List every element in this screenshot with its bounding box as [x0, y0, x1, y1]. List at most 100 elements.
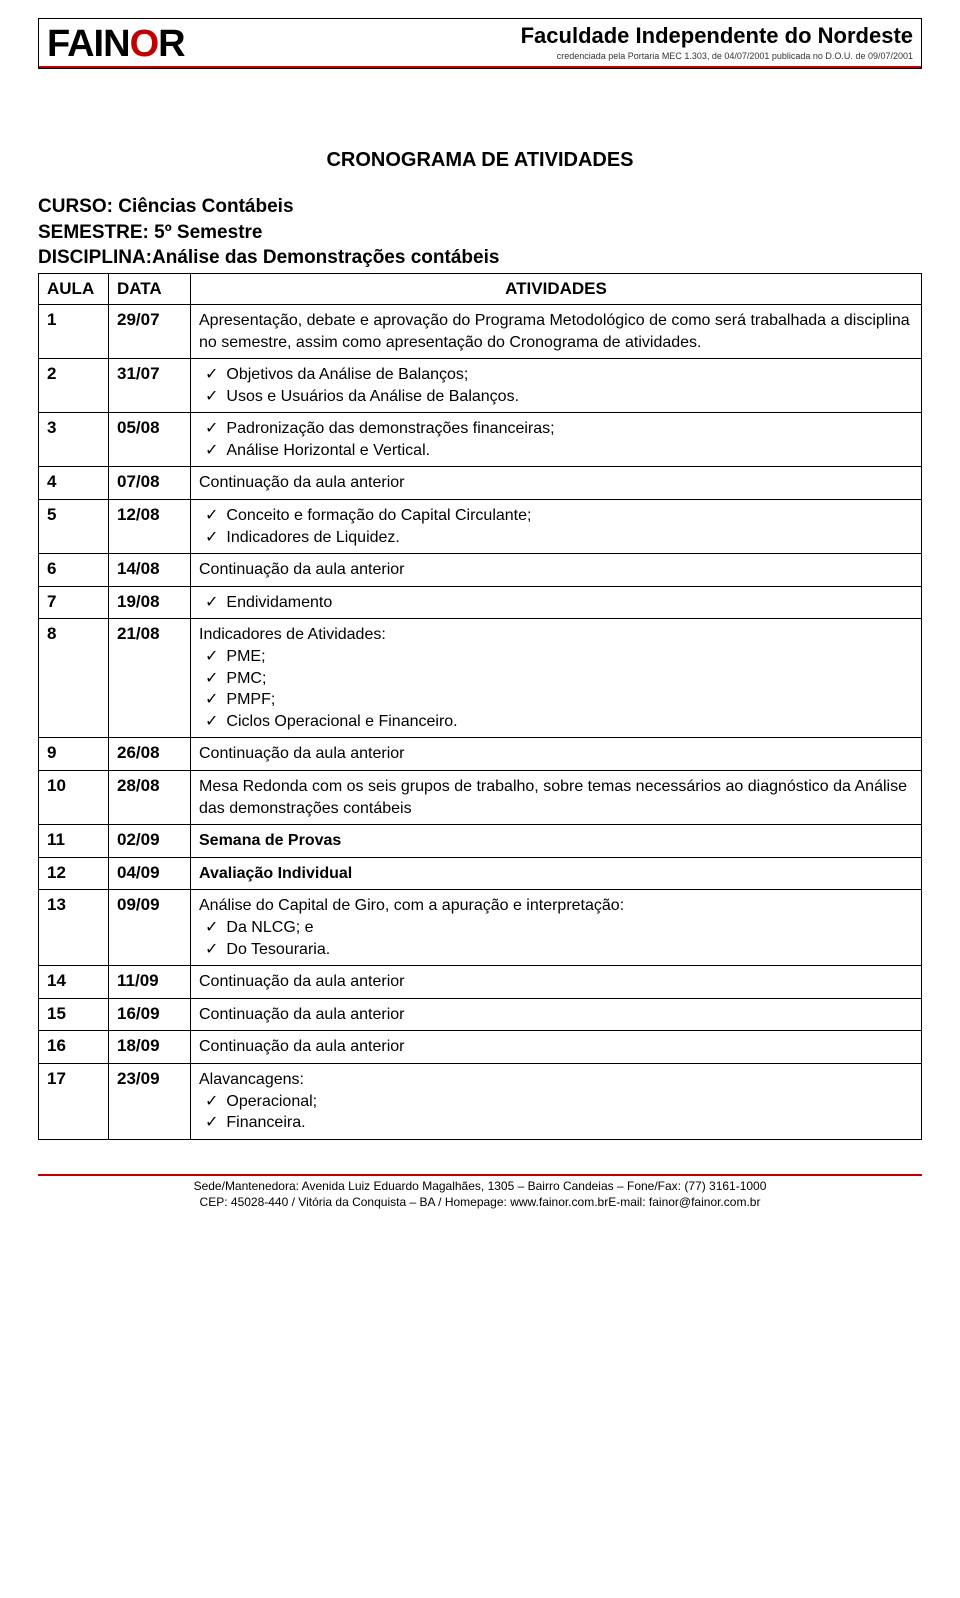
check-list: Operacional;Financeira. — [199, 1091, 913, 1134]
check-item: PMPF; — [227, 689, 913, 711]
cell-aula: 7 — [39, 586, 109, 619]
check-item: Padronização das demonstrações financeir… — [227, 418, 913, 440]
atividade-intro: Alavancagens: — [199, 1069, 913, 1091]
table-row: 231/07Objetivos da Análise de Balanços;U… — [39, 359, 922, 413]
th-atividades: ATIVIDADES — [191, 273, 922, 304]
cell-aula: 6 — [39, 554, 109, 587]
th-data: DATA — [109, 273, 191, 304]
cell-aula: 4 — [39, 467, 109, 500]
cell-data: 11/09 — [109, 966, 191, 999]
logo-text-o: O — [130, 23, 159, 65]
semestre-label: SEMESTRE: — [38, 222, 149, 243]
check-item: Da NLCG; e — [227, 917, 913, 939]
logo-cell: FAINOR — [39, 19, 239, 65]
curso-value: Ciências Contábeis — [118, 196, 293, 217]
document-title: CRONOGRAMA DE ATIVIDADES — [38, 149, 922, 172]
table-row: 614/08Continuação da aula anterior — [39, 554, 922, 587]
cell-data: 28/08 — [109, 771, 191, 825]
cell-aula: 1 — [39, 304, 109, 358]
check-item: Endividamento — [227, 592, 913, 614]
cell-atividades: Alavancagens:Operacional;Financeira. — [191, 1063, 922, 1139]
institution-subtitle: credenciada pela Portaria MEC 1.303, de … — [239, 51, 913, 61]
footer-text: Sede/Mantenedora: Avenida Luiz Eduardo M… — [38, 1178, 922, 1210]
semestre-value: 5º Semestre — [154, 222, 262, 243]
cell-aula: 5 — [39, 500, 109, 554]
cell-atividades: Continuação da aula anterior — [191, 738, 922, 771]
logo-text-r: R — [158, 23, 184, 65]
table-row: 1204/09 Avaliação Individual — [39, 857, 922, 890]
cell-data: 31/07 — [109, 359, 191, 413]
table-header-row: AULA DATA ATIVIDADES — [39, 273, 922, 304]
cell-atividades: Mesa Redonda com os seis grupos de traba… — [191, 771, 922, 825]
table-row: 1309/09Análise do Capital de Giro, com a… — [39, 890, 922, 966]
footer-line2: CEP: 45028-440 / Vitória da Conquista – … — [38, 1194, 922, 1210]
cell-aula: 2 — [39, 359, 109, 413]
cell-data: 18/09 — [109, 1031, 191, 1064]
cell-data: 07/08 — [109, 467, 191, 500]
cell-data: 14/08 — [109, 554, 191, 587]
cell-atividades: Análise do Capital de Giro, com a apuraç… — [191, 890, 922, 966]
cell-atividades: Padronização das demonstrações financeir… — [191, 413, 922, 467]
check-item: Ciclos Operacional e Financeiro. — [227, 711, 913, 733]
atividade-intro: Avaliação Individual — [199, 863, 913, 885]
page: FAINOR Faculdade Independente do Nordest… — [0, 0, 960, 1234]
cell-data: 19/08 — [109, 586, 191, 619]
atividade-intro: Continuação da aula anterior — [199, 1036, 913, 1058]
cell-aula: 13 — [39, 890, 109, 966]
table-row: 1723/09Alavancagens:Operacional;Financei… — [39, 1063, 922, 1139]
curso-label: CURSO: — [38, 196, 113, 217]
curso-line: CURSO: Ciências Contábeis — [38, 194, 922, 220]
cell-data: 04/09 — [109, 857, 191, 890]
check-list: Padronização das demonstrações financeir… — [199, 418, 913, 461]
cell-atividades: Continuação da aula anterior — [191, 966, 922, 999]
table-row: 1028/08Mesa Redonda com os seis grupos d… — [39, 771, 922, 825]
cell-aula: 14 — [39, 966, 109, 999]
footer: Sede/Mantenedora: Avenida Luiz Eduardo M… — [38, 1174, 922, 1210]
table-row: 129/07Apresentação, debate e aprovação d… — [39, 304, 922, 358]
table-row: 407/08Continuação da aula anterior — [39, 467, 922, 500]
table-row: 926/08Continuação da aula anterior — [39, 738, 922, 771]
cell-atividades: Apresentação, debate e aprovação do Prog… — [191, 304, 922, 358]
check-item: Operacional; — [227, 1091, 913, 1113]
institution-name: Faculdade Independente do Nordeste — [239, 23, 913, 49]
th-aula: AULA — [39, 273, 109, 304]
cell-atividades: Indicadores de Atividades:PME;PMC;PMPF;C… — [191, 619, 922, 738]
cell-atividades: Endividamento — [191, 586, 922, 619]
check-list: Objetivos da Análise de Balanços;Usos e … — [199, 364, 913, 407]
course-info: CURSO: Ciências Contábeis SEMESTRE: 5º S… — [38, 194, 922, 271]
cell-aula: 16 — [39, 1031, 109, 1064]
cell-atividades: Objetivos da Análise de Balanços;Usos e … — [191, 359, 922, 413]
cell-aula: 3 — [39, 413, 109, 467]
table-row: 1516/09Continuação da aula anterior — [39, 998, 922, 1031]
cell-atividades: Avaliação Individual — [191, 857, 922, 890]
check-item: Objetivos da Análise de Balanços; — [227, 364, 913, 386]
cell-atividades: Conceito e formação do Capital Circulant… — [191, 500, 922, 554]
cell-atividades: Continuação da aula anterior — [191, 998, 922, 1031]
atividade-intro: Mesa Redonda com os seis grupos de traba… — [199, 776, 913, 819]
title-cell: Faculdade Independente do Nordeste crede… — [239, 19, 921, 61]
semestre-line: SEMESTRE: 5º Semestre — [38, 220, 922, 246]
header-box: FAINOR Faculdade Independente do Nordest… — [38, 18, 922, 69]
check-list: PME;PMC;PMPF;Ciclos Operacional e Financ… — [199, 646, 913, 732]
atividade-intro: Indicadores de Atividades: — [199, 624, 913, 646]
cell-aula: 8 — [39, 619, 109, 738]
cell-aula: 17 — [39, 1063, 109, 1139]
cell-data: 16/09 — [109, 998, 191, 1031]
header-red-bar — [39, 66, 921, 68]
table-row: 1102/09Semana de Provas — [39, 825, 922, 858]
table-body: 129/07Apresentação, debate e aprovação d… — [39, 304, 922, 1139]
check-list: Conceito e formação do Capital Circulant… — [199, 505, 913, 548]
cell-atividades: Continuação da aula anterior — [191, 1031, 922, 1064]
header-inner: FAINOR Faculdade Independente do Nordest… — [39, 19, 921, 65]
check-item: Conceito e formação do Capital Circulant… — [227, 505, 913, 527]
check-item: Análise Horizontal e Vertical. — [227, 440, 913, 462]
check-item: Do Tesouraria. — [227, 939, 913, 961]
atividade-intro: Apresentação, debate e aprovação do Prog… — [199, 310, 913, 353]
check-list: Da NLCG; eDo Tesouraria. — [199, 917, 913, 960]
cell-atividades: Semana de Provas — [191, 825, 922, 858]
cell-aula: 12 — [39, 857, 109, 890]
atividade-intro: Continuação da aula anterior — [199, 743, 913, 765]
logo: FAINOR — [47, 25, 231, 63]
footer-red-bar — [38, 1174, 922, 1176]
footer-line1: Sede/Mantenedora: Avenida Luiz Eduardo M… — [38, 1178, 922, 1194]
